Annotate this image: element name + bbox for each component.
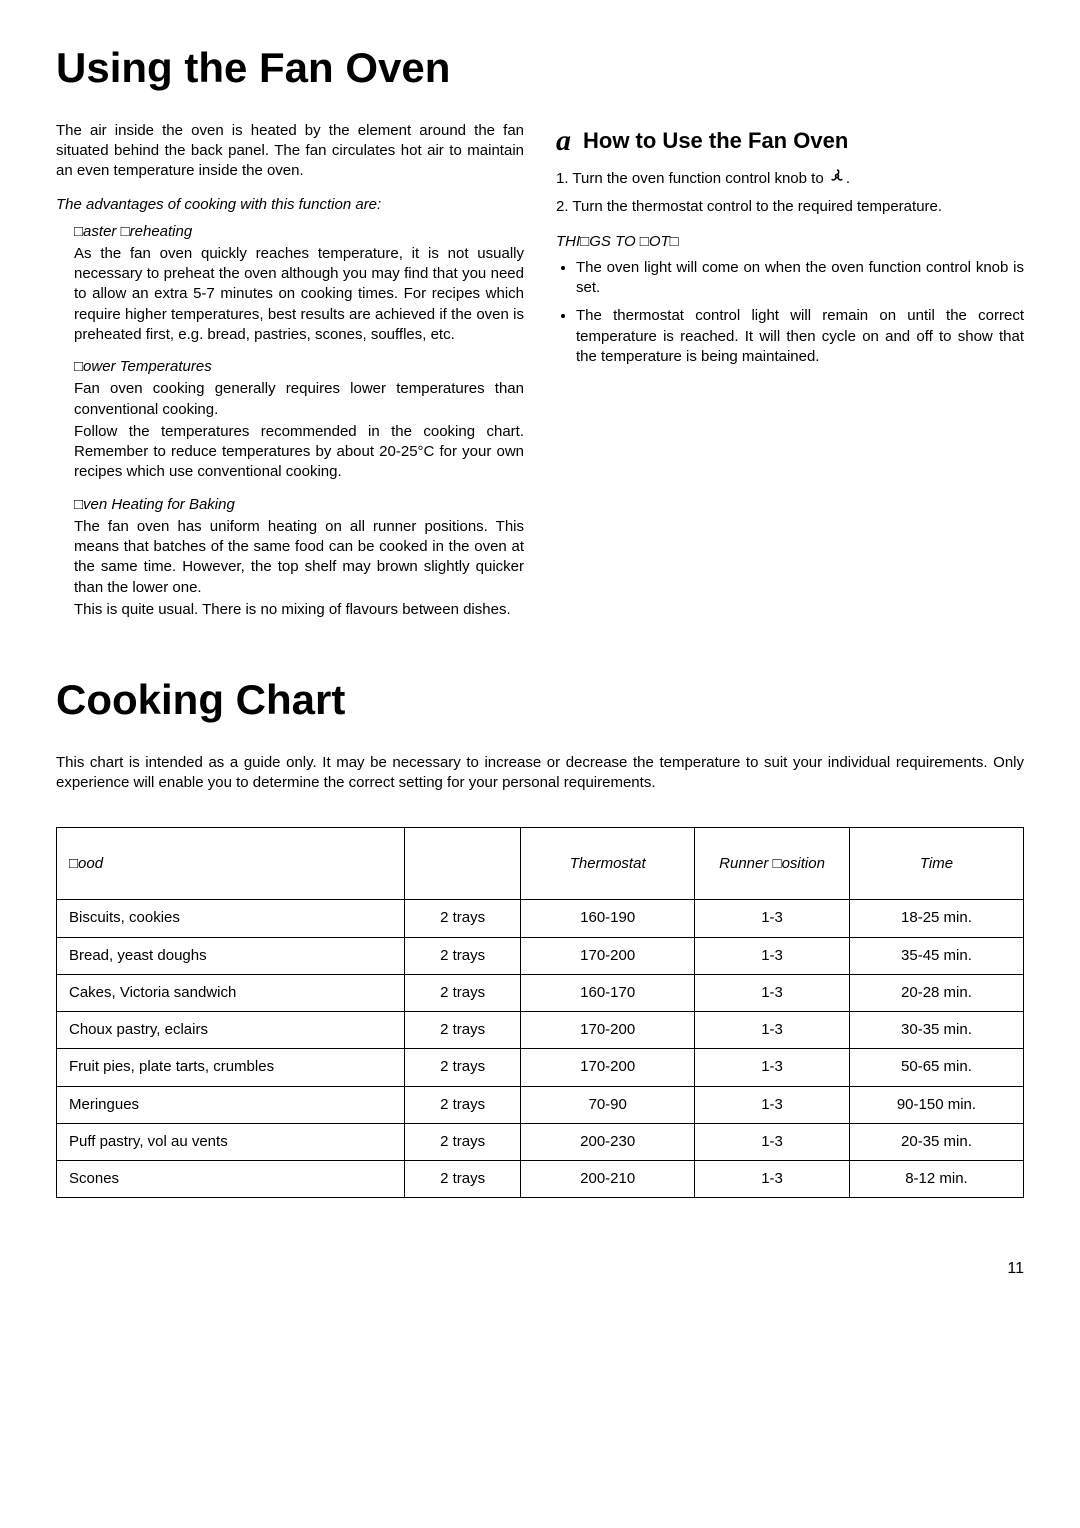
table-cell: 70-90	[521, 1086, 695, 1123]
table-cell: 1-3	[695, 974, 850, 1011]
table-cell: Scones	[57, 1161, 405, 1198]
table-cell: Biscuits, cookies	[57, 900, 405, 937]
th-runner: Runner □osition	[695, 828, 850, 900]
table-row: Biscuits, cookies2 trays160-1901-318-25 …	[57, 900, 1024, 937]
table-cell: 2 trays	[405, 1123, 521, 1160]
table-row: Puff pastry, vol au vents2 trays200-2301…	[57, 1123, 1024, 1160]
table-cell: 1-3	[695, 1086, 850, 1123]
howto-header-row: a How to Use the Fan Oven	[556, 121, 1024, 162]
th-thermostat: Thermostat	[521, 828, 695, 900]
table-cell: 2 trays	[405, 1161, 521, 1198]
adv1-body: As the fan oven quickly reaches temperat…	[74, 244, 524, 345]
note-1: The oven light will come on when the ove…	[576, 258, 1024, 299]
howto-title: How to Use the Fan Oven	[583, 126, 848, 156]
table-cell: Puff pastry, vol au vents	[57, 1123, 405, 1160]
adv2-body2: Follow the temperatures recommended in t…	[74, 422, 524, 483]
section-letter-icon: a	[556, 121, 571, 162]
adv2-title: □ower Temperatures	[74, 357, 524, 377]
table-cell: Bread, yeast doughs	[57, 937, 405, 974]
table-cell: 160-170	[521, 974, 695, 1011]
table-row: Fruit pies, plate tarts, crumbles2 trays…	[57, 1049, 1024, 1086]
advantage-1: □aster □reheating As the fan oven quickl…	[74, 222, 524, 346]
table-cell: 2 trays	[405, 937, 521, 974]
table-cell: Meringues	[57, 1086, 405, 1123]
table-cell: 2 trays	[405, 1049, 521, 1086]
table-cell: Cakes, Victoria sandwich	[57, 974, 405, 1011]
chart-intro: This chart is intended as a guide only. …	[56, 753, 1024, 794]
intro-paragraph: The air inside the oven is heated by the…	[56, 121, 524, 182]
table-cell: 1-3	[695, 937, 850, 974]
table-cell: 1-3	[695, 1049, 850, 1086]
adv3-body2: This is quite usual. There is no mixing …	[74, 600, 524, 620]
step1-suffix: .	[846, 170, 850, 187]
table-cell: 8-12 min.	[849, 1161, 1023, 1198]
table-cell: 200-230	[521, 1123, 695, 1160]
table-header-row: □ood Thermostat Runner □osition Time	[57, 828, 1024, 900]
table-cell: 35-45 min.	[849, 937, 1023, 974]
table-cell: 50-65 min.	[849, 1049, 1023, 1086]
table-cell: 20-35 min.	[849, 1123, 1023, 1160]
table-body: Biscuits, cookies2 trays160-1901-318-25 …	[57, 900, 1024, 1198]
fan-icon	[828, 167, 846, 191]
adv1-title: □aster □reheating	[74, 222, 524, 242]
table-row: Choux pastry, eclairs2 trays170-2001-330…	[57, 1012, 1024, 1049]
cooking-chart-table: □ood Thermostat Runner □osition Time Bis…	[56, 827, 1024, 1198]
table-cell: 30-35 min.	[849, 1012, 1023, 1049]
table-cell: 20-28 min.	[849, 974, 1023, 1011]
step1-prefix: 1. Turn the oven function control knob t…	[556, 170, 828, 187]
two-column-layout: The air inside the oven is heated by the…	[56, 121, 1024, 633]
step-1: 1. Turn the oven function control knob t…	[556, 167, 1024, 191]
adv2-body1: Fan oven cooking generally requires lowe…	[74, 379, 524, 420]
things-to-note-title: THI□GS TO □OT□	[556, 232, 1024, 252]
th-trays	[405, 828, 521, 900]
left-column: The air inside the oven is heated by the…	[56, 121, 524, 633]
table-cell: 18-25 min.	[849, 900, 1023, 937]
table-cell: 170-200	[521, 1049, 695, 1086]
page-title-2: Cooking Chart	[56, 672, 1024, 729]
right-column: a How to Use the Fan Oven 1. Turn the ov…	[556, 121, 1024, 633]
table-cell: 1-3	[695, 1161, 850, 1198]
table-cell: 1-3	[695, 1123, 850, 1160]
table-cell: Fruit pies, plate tarts, crumbles	[57, 1049, 405, 1086]
advantage-3: □ven Heating for Baking The fan oven has…	[74, 495, 524, 621]
page-number: 11	[56, 1258, 1024, 1280]
adv3-title: □ven Heating for Baking	[74, 495, 524, 515]
table-cell: 160-190	[521, 900, 695, 937]
table-cell: 1-3	[695, 1012, 850, 1049]
adv3-body1: The fan oven has uniform heating on all …	[74, 517, 524, 598]
advantages-intro: The advantages of cooking with this func…	[56, 195, 524, 215]
table-cell: 170-200	[521, 937, 695, 974]
step-2: 2. Turn the thermostat control to the re…	[556, 197, 1024, 217]
th-food: □ood	[57, 828, 405, 900]
page-title-1: Using the Fan Oven	[56, 40, 1024, 97]
table-row: Bread, yeast doughs2 trays170-2001-335-4…	[57, 937, 1024, 974]
advantage-2: □ower Temperatures Fan oven cooking gene…	[74, 357, 524, 483]
table-cell: 1-3	[695, 900, 850, 937]
table-cell: 2 trays	[405, 1012, 521, 1049]
table-cell: 200-210	[521, 1161, 695, 1198]
table-cell: 2 trays	[405, 900, 521, 937]
table-cell: 170-200	[521, 1012, 695, 1049]
notes-list: The oven light will come on when the ove…	[576, 258, 1024, 367]
table-cell: 90-150 min.	[849, 1086, 1023, 1123]
th-time: Time	[849, 828, 1023, 900]
table-row: Meringues2 trays70-901-390-150 min.	[57, 1086, 1024, 1123]
table-row: Cakes, Victoria sandwich2 trays160-1701-…	[57, 974, 1024, 1011]
table-cell: 2 trays	[405, 1086, 521, 1123]
table-cell: Choux pastry, eclairs	[57, 1012, 405, 1049]
table-row: Scones2 trays200-2101-38-12 min.	[57, 1161, 1024, 1198]
note-2: The thermostat control light will remain…	[576, 306, 1024, 367]
table-cell: 2 trays	[405, 974, 521, 1011]
